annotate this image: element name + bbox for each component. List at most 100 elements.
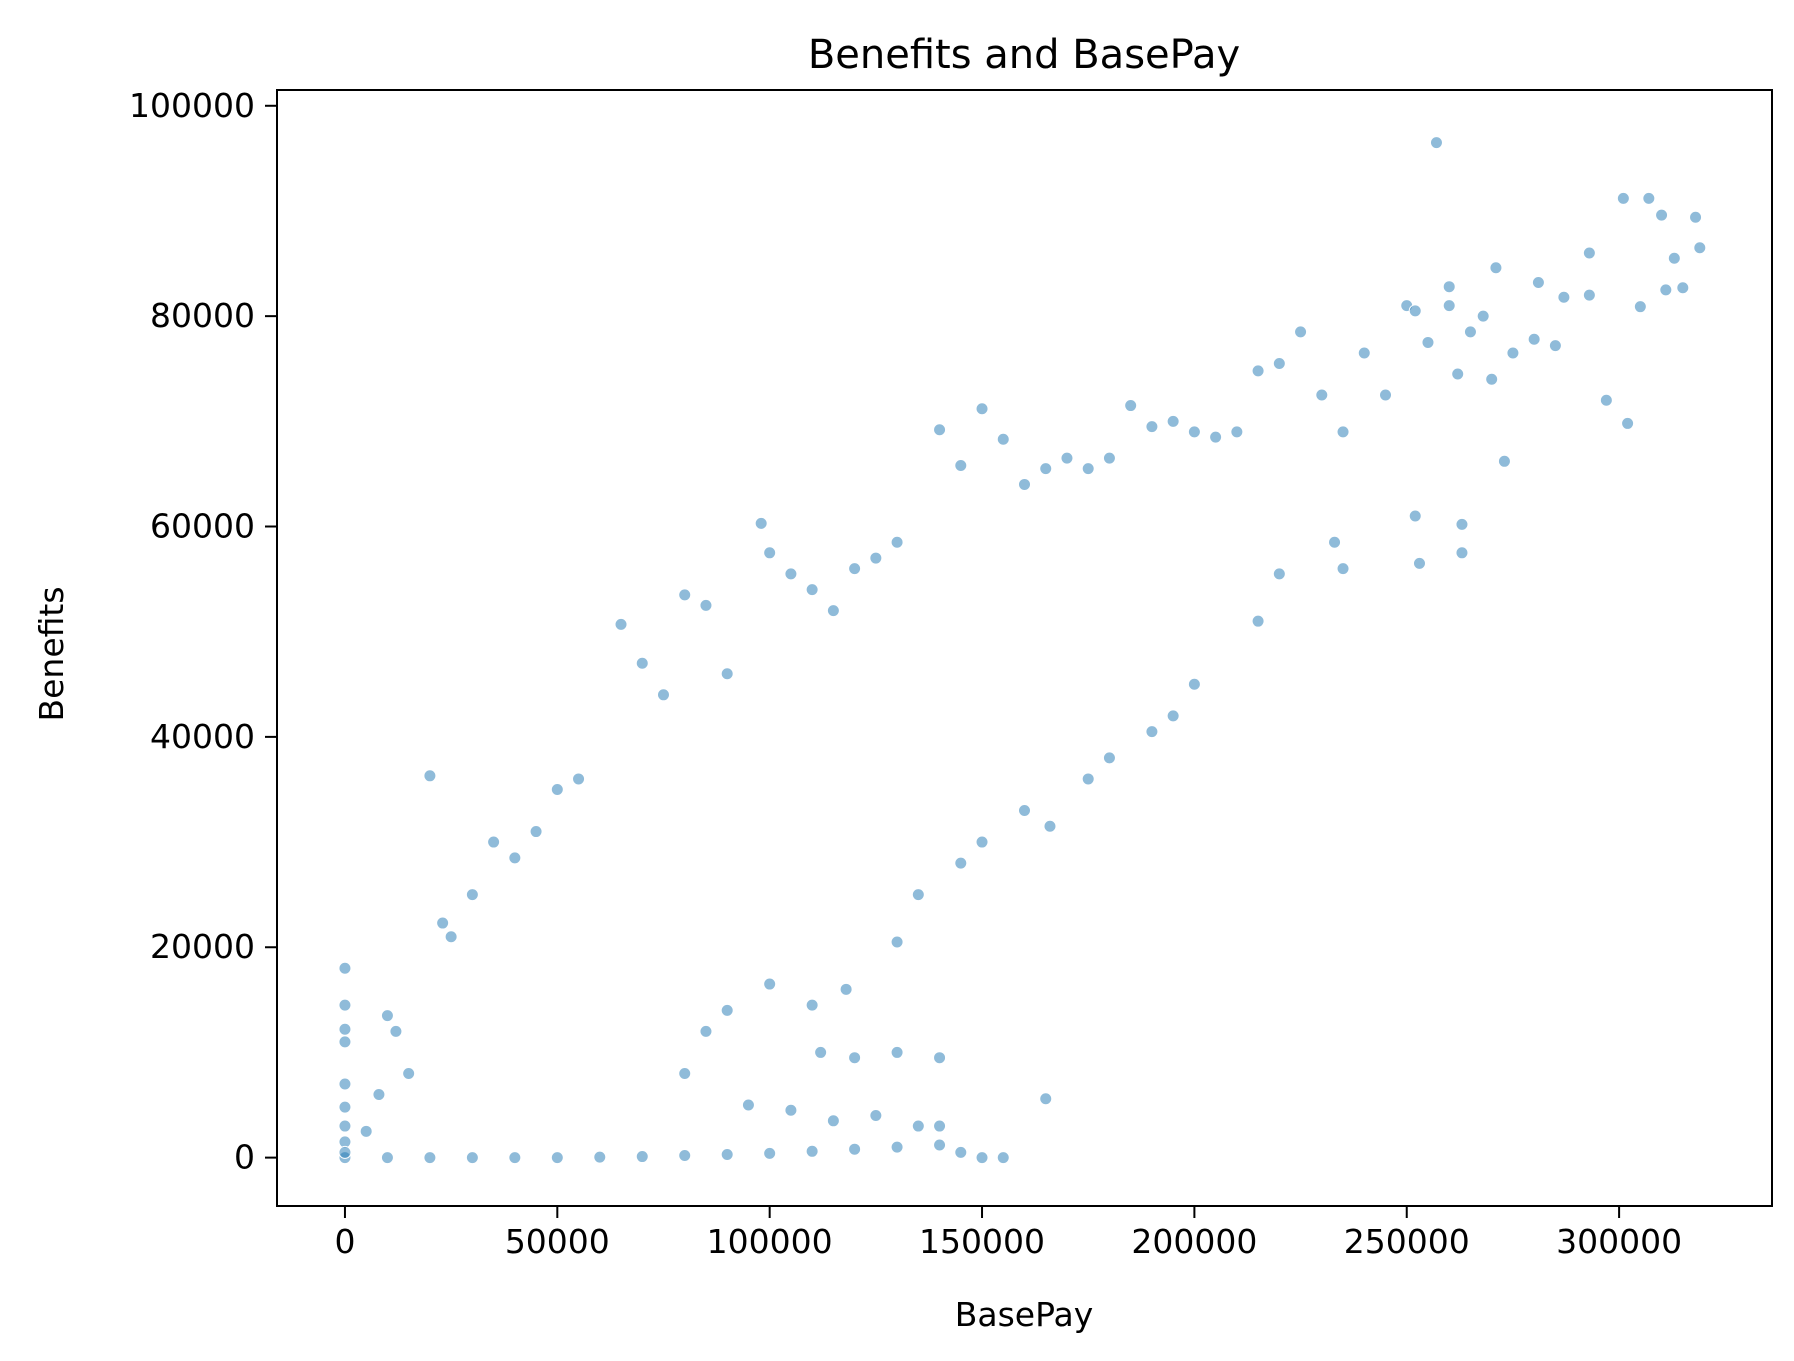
x-axis-label: BasePay [955,1295,1094,1334]
scatter-point [1476,309,1490,323]
scatter-point [1336,562,1350,576]
scatter-point [678,1066,692,1080]
scatter-point [1463,325,1477,339]
scatter-point [1081,462,1095,476]
scatter-point [338,1119,352,1133]
scatter-point [1485,372,1499,386]
scatter-point [826,604,840,618]
scatter-point [1209,430,1223,444]
scatter-point [1582,246,1596,260]
x-tick-label: 50000 [505,1222,610,1261]
scatter-point [593,1150,607,1164]
scatter-point [1689,210,1703,224]
scatter-point [699,598,713,612]
scatter-point [1616,191,1630,205]
scatter-point [436,916,450,930]
scatter-point [1124,399,1138,413]
scatter-point [1230,425,1244,439]
y-axis-label: Benefits [32,586,71,721]
scatter-point [423,769,437,783]
scatter-point [1421,335,1435,349]
plot-area [338,136,1707,1165]
x-tick-label: 150000 [919,1222,1045,1261]
scatter-point [1251,364,1265,378]
scatter-point [996,1151,1010,1165]
scatter-point [380,1009,394,1023]
scatter-point [1166,709,1180,723]
scatter-point [550,782,564,796]
scatter-point [1145,420,1159,434]
scatter-point [1272,356,1286,370]
scatter-point [763,1146,777,1160]
scatter-point [954,459,968,473]
scatter-point [1272,567,1286,581]
scatter-point [635,1150,649,1164]
scatter-point [699,1024,713,1038]
scatter-point [869,551,883,565]
scatter-point [423,1151,437,1165]
scatter-point [1527,332,1541,346]
scatter-point [1018,804,1031,818]
scatter-point [1039,462,1053,476]
scatter-point [1412,556,1426,570]
scatter-point [741,1098,755,1112]
scatter-point [1455,517,1469,531]
x-tick-label: 0 [334,1222,355,1261]
scatter-point [911,888,925,902]
scatter-point [465,888,479,902]
scatter-point [338,961,352,975]
scatter-point [1145,725,1159,739]
scatter-point [635,656,649,670]
scatter-points [338,136,1707,1165]
scatter-point [444,930,458,944]
scatter-point [890,1045,904,1059]
scatter-point [933,1119,947,1133]
scatter-point [954,856,968,870]
scatter-point [465,1151,479,1165]
scatter-point [1102,451,1116,465]
scatter-point [1187,425,1201,439]
y-tick-label: 100000 [129,86,255,125]
scatter-point [1676,281,1690,295]
scatter-point [372,1088,386,1102]
scatter-point [1693,241,1707,255]
scatter-point [814,1045,828,1059]
scatter-point [1294,325,1308,339]
scatter-point [933,423,947,437]
scatter-point [805,583,819,597]
scatter-point [720,1147,734,1161]
scatter-point [1336,425,1350,439]
scatter-point [1081,772,1095,786]
scatter-point [380,1151,394,1165]
scatter-point [1328,535,1342,549]
scatter-point [1621,416,1635,430]
scatter-point [890,535,904,549]
scatter-point [975,1151,989,1165]
scatter-point [338,1145,352,1159]
scatter-point [678,588,692,602]
scatter-point [1357,346,1371,360]
scatter-point [529,825,543,839]
x-tick-label: 250000 [1344,1222,1470,1261]
scatter-point [720,667,734,681]
scatter-point [338,1100,352,1114]
scatter-point [572,772,586,786]
plot-frame [276,89,1773,1207]
scatter-point [933,1138,947,1152]
scatter-point [487,835,501,849]
scatter-point [839,982,853,996]
scatter-point [1531,275,1545,289]
scatter-point [1497,454,1511,468]
scatter-point [1655,208,1669,222]
scatter-point [1251,614,1265,628]
scatter-point [1557,290,1571,304]
y-tick-label: 80000 [150,296,255,335]
scatter-point [1060,451,1074,465]
scatter-point [402,1066,416,1080]
scatter-point [656,688,670,702]
scatter-point [869,1109,883,1123]
y-tick-label: 0 [234,1138,255,1177]
